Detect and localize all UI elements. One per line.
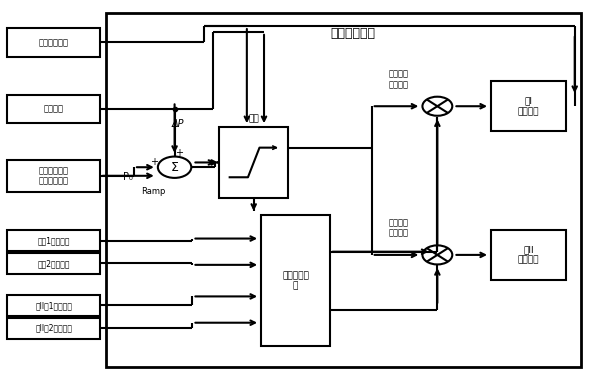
Text: 二回功率
分配系数: 二回功率 分配系数 [389, 218, 409, 238]
Bar [7, 95, 100, 123]
Text: +: + [149, 157, 158, 167]
Text: 双回功率控制: 双回功率控制 [330, 27, 375, 40]
Bar [261, 215, 330, 346]
Text: 双回功率限制: 双回功率限制 [38, 38, 68, 47]
Bar [106, 13, 581, 367]
Text: ΔP: ΔP [172, 119, 184, 129]
Bar [7, 230, 100, 251]
Text: 回II极2直流电压: 回II极2直流电压 [35, 324, 72, 333]
Text: 双回功率指令
双回功率速率: 双回功率指令 双回功率速率 [38, 166, 68, 185]
Bar [7, 295, 100, 316]
Text: 功率响制: 功率响制 [44, 104, 64, 114]
Bar [7, 318, 100, 339]
Text: 限幅: 限幅 [248, 114, 259, 123]
Text: 回极2直流电压: 回极2直流电压 [37, 259, 70, 268]
Text: 回II
直流站控: 回II 直流站控 [518, 245, 539, 265]
Text: Ramp: Ramp [142, 187, 166, 197]
Bar [7, 253, 100, 274]
Bar [491, 81, 566, 131]
Text: +: + [175, 148, 184, 158]
Bar [7, 160, 100, 192]
Text: 回I
直流站控: 回I 直流站控 [518, 96, 539, 116]
Bar [491, 230, 566, 280]
Text: 一回功率
分配系数: 一回功率 分配系数 [389, 70, 409, 89]
Text: Σ: Σ [170, 161, 179, 174]
Text: P₀: P₀ [123, 172, 133, 182]
Bar [220, 127, 288, 198]
Text: 双回功率分
配: 双回功率分 配 [282, 271, 309, 290]
Text: 回II极1直流电压: 回II极1直流电压 [35, 301, 72, 310]
Text: 回极1直流电压: 回极1直流电压 [37, 236, 70, 245]
Bar [7, 28, 100, 57]
